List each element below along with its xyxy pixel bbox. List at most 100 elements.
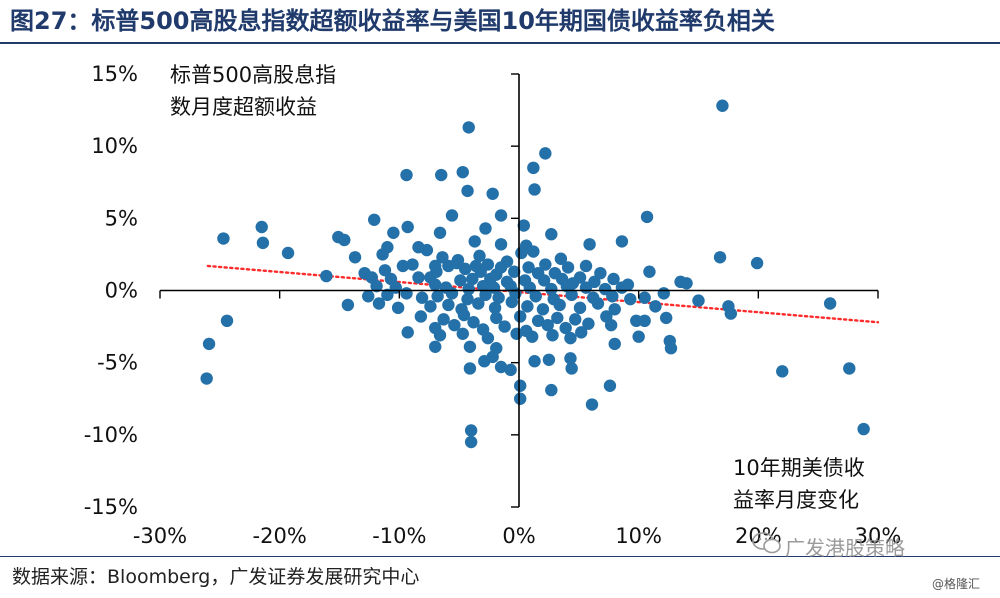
- data-point: [414, 310, 428, 323]
- data-point: [462, 121, 475, 134]
- data-point: [724, 307, 738, 320]
- data-point: [638, 314, 651, 328]
- data-point: [539, 258, 552, 271]
- data-point: [537, 274, 551, 287]
- data-point: [504, 363, 517, 377]
- data-point: [461, 184, 474, 198]
- data-point: [412, 271, 425, 284]
- data-point: [429, 278, 442, 291]
- data-point: [461, 292, 474, 306]
- data-point: [320, 269, 333, 283]
- data-point: [531, 314, 545, 328]
- data-point: [591, 297, 605, 310]
- data-point: [521, 300, 534, 313]
- data-point: [692, 294, 705, 307]
- x-tick-label: 0%: [502, 524, 535, 548]
- data-point: [462, 282, 475, 296]
- data-point: [604, 318, 618, 332]
- data-point: [370, 279, 383, 293]
- data-point: [436, 251, 449, 264]
- data-point: [582, 317, 595, 330]
- wechat-icon: [752, 532, 781, 554]
- data-point: [464, 435, 478, 449]
- data-point: [378, 264, 392, 277]
- data-point: [575, 326, 588, 339]
- data-point: [632, 330, 645, 343]
- data-point: [606, 290, 619, 303]
- data-point: [396, 259, 410, 273]
- data-point: [473, 249, 486, 263]
- data-point: [522, 261, 535, 274]
- data-point: [643, 265, 656, 278]
- data-point: [474, 265, 487, 278]
- scatter-chart: -30% -20% -10% 0% 10% 20% 30%-15%-10%-5%0%5%10…: [84, 62, 902, 548]
- data-point: [479, 288, 492, 302]
- data-point: [338, 233, 351, 247]
- axes-layer: [159, 73, 879, 508]
- data-point: [479, 222, 492, 235]
- data-point: [391, 301, 405, 315]
- data-point: [448, 318, 461, 332]
- data-point: [401, 326, 414, 339]
- data-point: [528, 183, 541, 196]
- data-point: [406, 258, 419, 271]
- data-point: [445, 287, 459, 300]
- data-point: [513, 392, 527, 405]
- data-point: [478, 355, 491, 368]
- data-point: [492, 291, 505, 304]
- data-point: [454, 274, 467, 287]
- trendline: [206, 264, 880, 324]
- data-point: [573, 301, 587, 315]
- x-tick-label: -30%: [133, 524, 187, 548]
- data-point: [457, 308, 471, 322]
- data-point: [615, 235, 629, 248]
- data-point: [433, 329, 447, 342]
- data-point: [525, 330, 539, 343]
- data-point: [569, 313, 582, 326]
- data-point: [565, 288, 578, 302]
- y-tick-label: -10%: [84, 423, 138, 447]
- data-point: [481, 331, 495, 345]
- data-point: [553, 298, 566, 312]
- data-point: [545, 282, 558, 296]
- data-point: [420, 243, 434, 257]
- data-point: [638, 291, 651, 304]
- data-point: [424, 300, 437, 313]
- data-point: [608, 303, 621, 316]
- data-point: [750, 256, 764, 270]
- y-tick-label: 10%: [91, 134, 138, 158]
- data-point: [565, 362, 578, 375]
- data-point: [657, 287, 670, 300]
- data-point: [437, 313, 450, 326]
- data-point: [220, 314, 234, 328]
- watermark-text: 广发港股策略: [785, 536, 905, 560]
- data-point: [415, 291, 429, 304]
- data-point: [776, 365, 789, 378]
- data-point: [545, 383, 558, 397]
- data-point: [857, 422, 870, 436]
- data-point: [579, 259, 593, 273]
- data-point: [680, 277, 693, 290]
- data-point: [435, 168, 448, 182]
- data-point: [456, 327, 469, 340]
- source-divider: [0, 556, 1000, 557]
- data-point: [466, 272, 479, 286]
- data-point: [467, 316, 480, 329]
- data-point: [603, 379, 617, 392]
- data-point: [348, 251, 362, 264]
- data-point: [607, 272, 620, 286]
- data-point: [401, 220, 414, 234]
- data-point: [624, 292, 637, 306]
- data-point: [554, 252, 568, 265]
- y-tick-label: -5%: [97, 351, 138, 375]
- data-point: [486, 187, 499, 200]
- data-point: [498, 320, 511, 333]
- data-point: [458, 262, 472, 276]
- x-axis-title: 10年期美债收: [733, 456, 865, 480]
- data-point: [615, 281, 629, 294]
- data-point: [640, 210, 654, 224]
- data-point: [517, 219, 530, 232]
- data-point: [527, 161, 540, 175]
- y-tick-label: -15%: [84, 495, 138, 519]
- data-point: [255, 220, 268, 234]
